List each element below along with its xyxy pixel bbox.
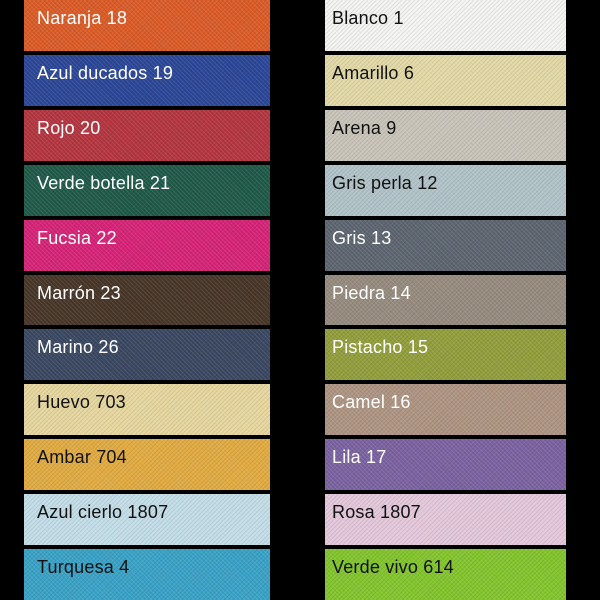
swatch-fucsia-22: Fucsia 22 — [24, 219, 270, 271]
swatch-marron-23: Marrón 23 — [24, 274, 270, 326]
swatch-label: Amarillo 6 — [332, 62, 415, 83]
swatch-label: Azul cierlo 1807 — [37, 502, 169, 523]
swatch-label: Marrón 23 — [37, 282, 121, 303]
swatch-label: Camel 16 — [332, 392, 411, 413]
swatch-label: Marino 26 — [37, 337, 119, 358]
swatch-verde-botella-21: Verde botella 21 — [24, 164, 270, 216]
swatch-rojo-20: Rojo 20 — [24, 109, 270, 161]
swatch-label: Lila 17 — [332, 447, 387, 468]
swatch-label: Huevo 703 — [37, 392, 126, 413]
swatch-gris-perla-12: Gris perla 12 — [325, 164, 566, 216]
swatch-label: Gris perla 12 — [332, 172, 438, 193]
swatch-blanco-1: Blanco 1 — [325, 0, 566, 51]
swatch-column-right: Blanco 1 Amarillo 6 Arena 9 Gris perla 12 Gr… — [325, 0, 566, 600]
swatch-ambar-704: Ambar 704 — [24, 439, 270, 491]
swatch-azul-ducados-19: Azul ducados 19 — [24, 54, 270, 106]
swatch-label: Piedra 14 — [332, 282, 411, 303]
swatch-label: Verde botella 21 — [37, 172, 171, 193]
swatch-label: Arena 9 — [332, 117, 397, 138]
swatch-turquesa-4: Turquesa 4 — [24, 549, 270, 600]
swatch-label: Rojo 20 — [37, 117, 101, 138]
swatch-pistacho-15: Pistacho 15 — [325, 329, 566, 381]
swatch-label: Verde vivo 614 — [332, 557, 454, 578]
swatch-label: Pistacho 15 — [332, 337, 429, 358]
swatch-label: Fucsia 22 — [37, 227, 117, 248]
swatch-label: Ambar 704 — [37, 447, 127, 468]
swatch-rosa-1807: Rosa 1807 — [325, 494, 566, 546]
swatch-label: Rosa 1807 — [332, 502, 421, 523]
swatch-label: Turquesa 4 — [37, 557, 130, 578]
swatch-arena-9: Arena 9 — [325, 109, 566, 161]
swatch-verde-vivo-614: Verde vivo 614 — [325, 549, 566, 600]
swatch-lila-17: Lila 17 — [325, 439, 566, 491]
swatch-label: Azul ducados 19 — [37, 62, 174, 83]
swatch-label: Gris 13 — [332, 227, 392, 248]
swatch-naranja-18: Naranja 18 — [24, 0, 270, 51]
swatch-label: Blanco 1 — [332, 8, 404, 28]
swatch-gris-13: Gris 13 — [325, 219, 566, 271]
swatch-amarillo-6: Amarillo 6 — [325, 54, 566, 106]
swatch-azul-cierlo-1807: Azul cierlo 1807 — [24, 494, 270, 546]
swatch-label: Naranja 18 — [37, 8, 128, 28]
swatch-piedra-14: Piedra 14 — [325, 274, 566, 326]
swatch-column-left: Naranja 18 Azul ducados 19 Rojo 20 Verde bo… — [24, 0, 270, 600]
swatch-marino-26: Marino 26 — [24, 329, 270, 381]
swatch-camel-16: Camel 16 — [325, 384, 566, 436]
swatch-huevo-703: Huevo 703 — [24, 384, 270, 436]
